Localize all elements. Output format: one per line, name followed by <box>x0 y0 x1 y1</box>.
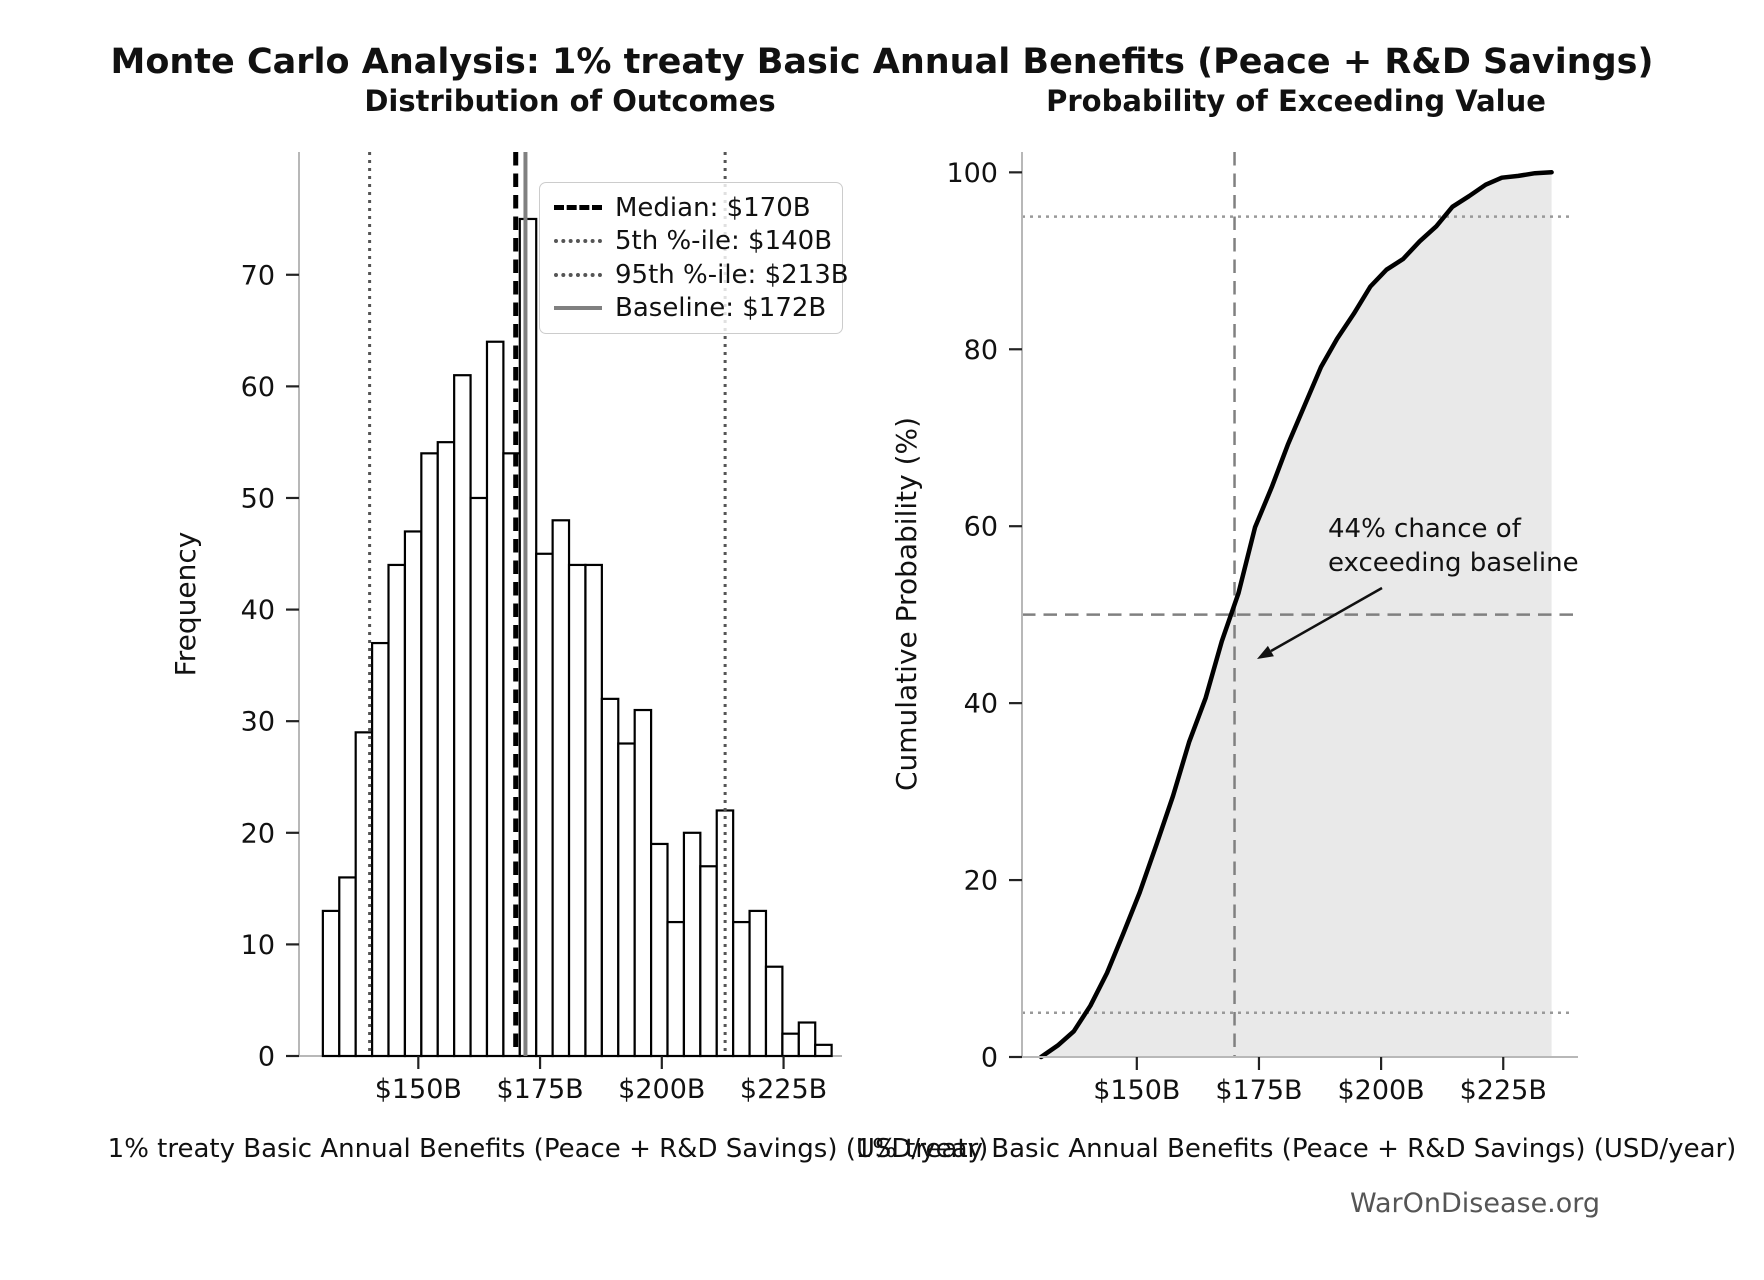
y-tick-label: 80 <box>964 335 998 366</box>
x-tick-label: $200B <box>618 1074 705 1105</box>
histogram-bar <box>485 340 505 1058</box>
left-x-axis-label: 1% treaty Basic Annual Benefits (Peace +… <box>107 1134 989 1164</box>
histogram-bar <box>420 452 439 1058</box>
histogram-bar <box>633 708 653 1058</box>
legend-label: 5th %-ile: $140B <box>615 226 833 257</box>
legend-label: Median: $170B <box>615 192 811 223</box>
y-tick-label: 30 <box>241 707 275 738</box>
histogram-bar <box>715 809 735 1058</box>
histogram-bar <box>666 920 686 1058</box>
footer-watermark: WarOnDisease.org <box>1350 1188 1601 1219</box>
histogram-bar <box>436 441 456 1058</box>
dashed-line-sample-icon <box>554 205 602 211</box>
histogram-bar <box>814 1043 833 1058</box>
x-tick-label: $225B <box>1460 1075 1547 1106</box>
y-tick-label: 60 <box>241 372 275 403</box>
right-y-axis-label: Cumulative Probability (%) <box>890 416 923 792</box>
x-tick-label: $150B <box>1093 1075 1180 1106</box>
histogram-bar <box>567 563 587 1058</box>
legend-item: 95th %-ile: $213B <box>554 258 849 292</box>
right-x-axis-label: 1% treaty Basic Annual Benefits (Peace +… <box>855 1134 1737 1164</box>
right-chart-title: Probability of Exceeding Value <box>1046 84 1546 118</box>
legend-item: Baseline: $172B <box>554 292 828 326</box>
histogram-bar <box>354 731 374 1058</box>
cdf-fill-area <box>1041 172 1552 1058</box>
histogram-bar <box>469 496 489 1058</box>
legend-item: 5th %-ile: $140B <box>554 225 832 259</box>
histogram-bar <box>682 831 702 1058</box>
annotation-text: 44% chance of exceeding baseline <box>1328 512 1579 580</box>
y-tick-label: 100 <box>946 158 998 189</box>
left-chart-title: Distribution of Outcomes <box>364 84 776 118</box>
histogram-bar <box>551 519 571 1058</box>
left-y-axis-label: Frequency <box>169 531 202 677</box>
histogram-bar <box>535 552 554 1058</box>
histogram-bar <box>797 1021 817 1058</box>
annotation-line-2: exceeding baseline <box>1328 548 1579 578</box>
y-tick-label: 10 <box>241 930 275 961</box>
y-tick-label: 60 <box>964 512 998 543</box>
y-tick-label: 40 <box>964 689 998 720</box>
y-tick-label: 50 <box>241 483 275 514</box>
histogram-bar <box>649 842 669 1058</box>
x-tick-label: $150B <box>375 1074 462 1105</box>
legend: Median: $170B 5th %-ile: $140B 95th %-ile:… <box>539 182 849 334</box>
legend-label: 95th %-ile: $213B <box>615 259 849 290</box>
y-tick-label: 70 <box>241 260 275 291</box>
histogram-bar <box>600 697 620 1058</box>
cdf-curve <box>1038 170 1554 1060</box>
annotation-arrow-line <box>1270 586 1383 653</box>
histogram-bar <box>732 920 751 1058</box>
legend-label: Baseline: $172B <box>615 293 827 324</box>
y-tick-label: 20 <box>964 866 998 897</box>
histogram-bar <box>781 1032 800 1058</box>
histogram-bar <box>453 374 472 1058</box>
y-tick-label: 20 <box>241 818 275 849</box>
histogram-bar <box>403 530 423 1058</box>
histogram-bar <box>748 909 768 1058</box>
histogram-bar <box>518 217 538 1058</box>
figure-title: Monte Carlo Analysis: 1% treaty Basic An… <box>110 42 1654 82</box>
histogram-bar <box>370 641 390 1058</box>
x-tick-label: $175B <box>496 1074 583 1105</box>
histogram-bar <box>764 965 784 1058</box>
dotted-line-sample-icon <box>554 239 602 244</box>
solid-line-sample-icon <box>554 306 602 311</box>
annotation-arrowhead-icon <box>1257 645 1274 659</box>
x-tick-label: $200B <box>1337 1075 1424 1106</box>
histogram-bar <box>699 865 718 1058</box>
histogram-bar <box>584 563 603 1058</box>
x-tick-label: $225B <box>740 1074 827 1105</box>
annotation-line-1: 44% chance of <box>1328 514 1521 544</box>
histogram-bar <box>387 563 407 1058</box>
y-tick-label: 0 <box>981 1043 998 1074</box>
histogram-bar <box>617 742 636 1058</box>
x-tick-label: $175B <box>1215 1075 1302 1106</box>
y-tick-label: 0 <box>258 1042 275 1073</box>
histogram-bar <box>338 876 357 1058</box>
legend-item: Median: $170B <box>554 191 828 225</box>
histogram-bar <box>321 909 341 1058</box>
dotted-line-sample-icon <box>554 272 602 277</box>
y-tick-label: 40 <box>241 595 275 626</box>
